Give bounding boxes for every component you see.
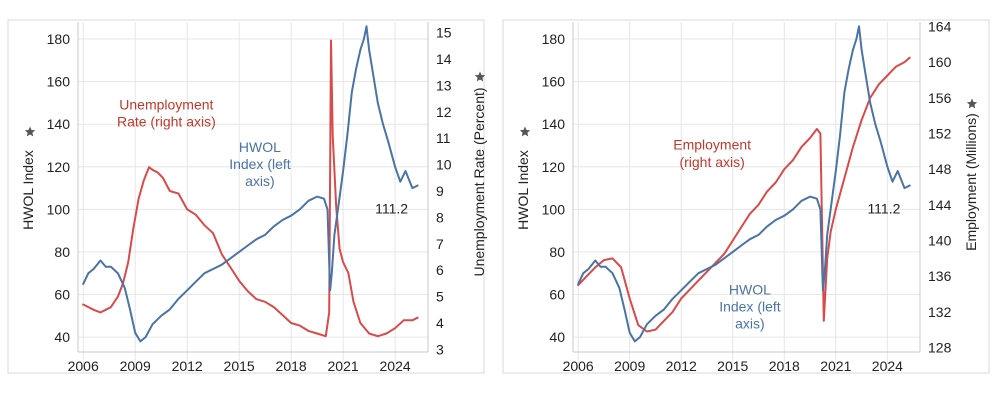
y-tick-label-right: 6	[436, 262, 444, 278]
y-tick-label-right: 132	[928, 304, 952, 320]
y-tick-label-left: 140	[542, 116, 566, 132]
y-tick-label-right: 14	[436, 51, 452, 67]
chart-panel-left: 2006 2009 2012 2015 2018 2021 2024 40 60 80 100 120…	[7, 19, 487, 374]
y-tick-label-left: 140	[47, 116, 71, 132]
x-tick-label: 2006	[68, 358, 99, 374]
y-tick-label-left: 40	[54, 329, 70, 345]
secondary-series-line	[82, 39, 419, 338]
x-tick-label: 2015	[717, 358, 748, 374]
y-tick-label-left: 160	[47, 74, 71, 90]
y-axis-title-left: HWOL Index	[515, 150, 531, 230]
y-tick-label-right: 12	[436, 104, 452, 120]
y-tick-label-right: 8	[436, 209, 444, 225]
x-tick-label: 2024	[872, 358, 903, 374]
x-tick-label: 2024	[380, 358, 411, 374]
hwol-index-line	[577, 25, 911, 343]
y-tick-label-right: 128	[928, 340, 952, 356]
annotation-label: Unemployment	[119, 96, 213, 112]
y-tick-label-left: 60	[549, 287, 565, 303]
y-tick-label-left: 80	[54, 244, 70, 260]
y-tick-label-right: 140	[928, 233, 952, 249]
panel-frame	[502, 19, 990, 374]
x-tick-label: 2018	[769, 358, 800, 374]
annotation-label: HWOL	[239, 139, 281, 155]
annotation-label: axis)	[735, 316, 765, 332]
annotation-label: Rate (right axis)	[117, 113, 216, 129]
y-tick-label-right: 7	[436, 236, 444, 252]
secondary-series-line	[577, 56, 911, 333]
annotation-label: axis)	[245, 173, 275, 189]
x-tick-label: 2021	[328, 358, 359, 374]
y-tick-label-left: 180	[47, 31, 71, 47]
star-icon	[519, 126, 531, 137]
y-tick-label-right: 9	[436, 183, 444, 199]
y-axis-title-right: Employment (Millions)	[963, 113, 979, 251]
y-tick-label-right: 152	[928, 125, 952, 141]
y-tick-label-right: 11	[436, 130, 451, 146]
y-tick-label-right: 10	[436, 157, 452, 173]
hwol-index-line	[82, 25, 419, 343]
y-tick-label-right: 13	[436, 77, 452, 93]
annotation-label: Index (left	[229, 156, 291, 172]
chart-panel-right: 2006 2009 2012 2015 2018 2021 2024 40 60 80 100 120…	[502, 18, 990, 374]
x-tick-label: 2006	[563, 358, 594, 374]
annotation-label: 111.2	[375, 201, 408, 217]
annotation-label: 111.2	[867, 201, 900, 217]
y-tick-label-right: 164	[928, 18, 952, 34]
annotation-label: Employment	[673, 137, 751, 153]
y-axis-title-left: HWOL Index	[20, 150, 36, 230]
x-tick-label: 2012	[172, 358, 203, 374]
annotation-label: Index (left	[719, 299, 781, 315]
y-tick-label-left: 120	[47, 159, 71, 175]
y-tick-label-right: 156	[928, 90, 952, 106]
y-tick-label-right: 3	[436, 341, 444, 357]
x-tick-label: 2018	[276, 358, 307, 374]
x-tick-label: 2012	[666, 358, 697, 374]
y-tick-label-left: 60	[54, 287, 70, 303]
y-tick-label-left: 160	[542, 74, 566, 90]
panel-frame	[7, 19, 485, 374]
annotation-label: (right axis)	[679, 154, 744, 170]
annotation-label: HWOL	[729, 282, 771, 298]
y-tick-label-right: 144	[928, 197, 952, 213]
y-tick-label-right: 148	[928, 161, 952, 177]
y-tick-label-left: 120	[542, 159, 566, 175]
x-tick-label: 2009	[120, 358, 151, 374]
y-tick-label-left: 100	[47, 201, 71, 217]
x-tick-label: 2009	[614, 358, 645, 374]
y-tick-label-right: 160	[928, 54, 952, 70]
y-tick-label-left: 40	[549, 329, 565, 345]
y-axis-title-right: Unemployment Rate (Percent)	[471, 87, 487, 276]
y-tick-label-right: 136	[928, 268, 952, 284]
star-icon	[24, 126, 36, 137]
y-tick-label-right: 4	[436, 315, 444, 331]
y-tick-label-left: 100	[542, 201, 566, 217]
star-icon	[474, 71, 486, 82]
x-tick-label: 2015	[224, 358, 255, 374]
star-icon	[966, 98, 978, 109]
x-tick-label: 2021	[820, 358, 851, 374]
y-tick-label-right: 15	[436, 25, 452, 41]
y-tick-label-right: 5	[436, 289, 444, 305]
y-tick-label-left: 180	[542, 31, 566, 47]
y-tick-label-left: 80	[549, 244, 565, 260]
